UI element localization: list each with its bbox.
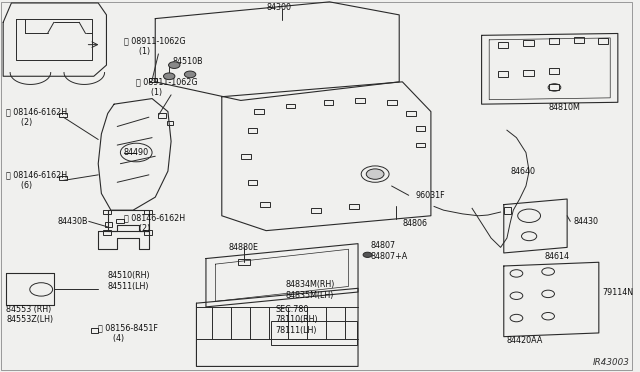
Bar xyxy=(91,328,98,333)
Text: 84640: 84640 xyxy=(510,167,535,176)
Text: Ⓑ 08156-8451F
      (4): Ⓑ 08156-8451F (4) xyxy=(98,323,158,343)
Text: Ⓑ 08146-6162H
      (2): Ⓑ 08146-6162H (2) xyxy=(6,108,67,127)
Bar xyxy=(548,68,559,74)
Bar xyxy=(548,38,559,44)
Bar xyxy=(116,219,124,223)
Text: 84510B: 84510B xyxy=(172,57,203,66)
Bar xyxy=(159,113,166,118)
Text: IR43003: IR43003 xyxy=(593,358,629,367)
Bar xyxy=(574,37,584,43)
Text: SEC.780
78110(RH)
78111(LH): SEC.780 78110(RH) 78111(LH) xyxy=(276,305,318,335)
Bar xyxy=(524,40,534,46)
Bar xyxy=(104,222,112,227)
Circle shape xyxy=(184,71,196,78)
Text: 96031F: 96031F xyxy=(415,191,445,200)
Text: 84807
84807+A: 84807 84807+A xyxy=(371,241,408,261)
Bar xyxy=(286,104,295,109)
Text: Ⓑ 08146-6162H
      (6): Ⓑ 08146-6162H (6) xyxy=(6,171,67,190)
Circle shape xyxy=(163,73,175,80)
Bar xyxy=(248,128,257,133)
Bar xyxy=(416,143,425,148)
Bar xyxy=(349,204,358,209)
Text: 84553 (RH)
84553Z(LH): 84553 (RH) 84553Z(LH) xyxy=(6,305,54,324)
Bar xyxy=(237,260,250,265)
Bar xyxy=(311,208,321,212)
Bar xyxy=(145,210,152,214)
Bar xyxy=(145,230,152,235)
Bar xyxy=(166,121,173,125)
Bar xyxy=(598,38,608,44)
Bar xyxy=(260,202,270,207)
Bar xyxy=(149,78,157,82)
Bar xyxy=(324,100,333,105)
Text: Ⓑ 08146-6162H
      (2): Ⓑ 08146-6162H (2) xyxy=(124,214,185,233)
Bar xyxy=(498,42,508,48)
Text: 84806: 84806 xyxy=(403,219,428,228)
Text: 84420AA: 84420AA xyxy=(507,336,543,345)
Text: 84510(RH)
84511(LH): 84510(RH) 84511(LH) xyxy=(108,271,150,291)
Bar xyxy=(387,100,397,105)
Bar xyxy=(241,154,251,158)
Text: 84430: 84430 xyxy=(573,217,598,226)
Text: 84834M(RH)
84835M(LH): 84834M(RH) 84835M(LH) xyxy=(285,280,335,300)
Bar xyxy=(548,84,559,90)
Bar xyxy=(254,109,264,114)
Bar xyxy=(416,126,425,131)
Bar xyxy=(248,180,257,185)
Bar xyxy=(59,113,67,117)
Bar xyxy=(406,111,416,116)
Bar xyxy=(355,98,365,103)
Circle shape xyxy=(363,252,372,257)
Text: Ⓝ 08911-1062G
      (1): Ⓝ 08911-1062G (1) xyxy=(136,78,198,97)
Text: 84614: 84614 xyxy=(545,252,570,261)
Bar xyxy=(498,71,508,77)
Text: 84810M: 84810M xyxy=(548,103,580,112)
Text: 84300: 84300 xyxy=(266,3,291,12)
Bar xyxy=(524,70,534,76)
Circle shape xyxy=(168,62,180,68)
Bar xyxy=(59,176,67,180)
Text: 84880E: 84880E xyxy=(228,243,258,252)
Bar xyxy=(103,230,111,235)
Bar xyxy=(504,207,511,214)
Text: Ⓝ 08911-1062G
      (1): Ⓝ 08911-1062G (1) xyxy=(124,37,185,56)
Circle shape xyxy=(366,169,384,179)
Text: 84490: 84490 xyxy=(124,148,148,157)
Bar xyxy=(103,210,111,214)
Text: 84430B: 84430B xyxy=(57,217,88,226)
Text: 79114N: 79114N xyxy=(602,288,633,296)
